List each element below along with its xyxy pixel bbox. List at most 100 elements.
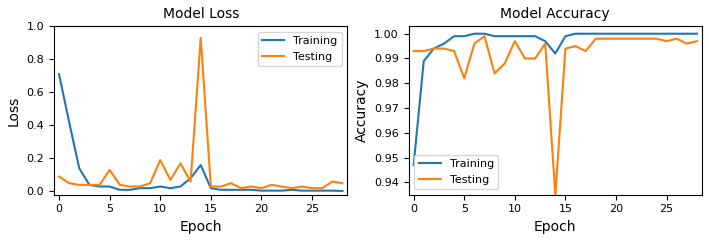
- Training: [409, 164, 418, 167]
- Training: [491, 35, 499, 38]
- Training: [156, 185, 164, 188]
- Testing: [440, 47, 448, 50]
- Training: [501, 35, 509, 38]
- Testing: [571, 45, 580, 47]
- Training: [177, 185, 185, 188]
- Training: [116, 188, 124, 191]
- Training: [166, 187, 174, 190]
- Testing: [491, 72, 499, 75]
- Testing: [562, 47, 570, 50]
- Training: [470, 32, 479, 35]
- X-axis label: Epoch: Epoch: [534, 220, 576, 234]
- Testing: [65, 182, 74, 185]
- Training: [227, 188, 235, 191]
- Training: [683, 32, 691, 35]
- Testing: [612, 37, 620, 40]
- Training: [591, 32, 600, 35]
- Training: [622, 32, 630, 35]
- Training: [632, 32, 640, 35]
- Testing: [177, 162, 185, 165]
- Training: [571, 32, 580, 35]
- Testing: [227, 182, 235, 185]
- Training: [673, 32, 681, 35]
- Testing: [662, 40, 671, 43]
- Testing: [430, 47, 438, 50]
- Testing: [591, 37, 600, 40]
- Training: [531, 35, 540, 38]
- Training: [430, 47, 438, 50]
- Testing: [551, 193, 559, 196]
- Title: Model Accuracy: Model Accuracy: [501, 7, 610, 21]
- Testing: [460, 77, 469, 80]
- Training: [652, 32, 661, 35]
- Testing: [420, 50, 428, 53]
- Training: [581, 32, 590, 35]
- Testing: [257, 187, 266, 190]
- Testing: [277, 185, 286, 188]
- Testing: [480, 35, 489, 38]
- Testing: [693, 40, 701, 43]
- Training: [95, 185, 104, 188]
- Training: [186, 177, 195, 180]
- X-axis label: Epoch: Epoch: [179, 220, 222, 234]
- Training: [206, 187, 215, 190]
- Testing: [75, 183, 84, 186]
- Testing: [632, 37, 640, 40]
- Testing: [247, 185, 255, 188]
- Training: [267, 189, 276, 192]
- Testing: [318, 187, 326, 190]
- Y-axis label: Loss: Loss: [7, 95, 21, 126]
- Line: Training: Training: [59, 74, 342, 191]
- Testing: [135, 185, 144, 188]
- Testing: [146, 182, 155, 185]
- Title: Model Loss: Model Loss: [162, 7, 239, 21]
- Training: [450, 35, 458, 38]
- Training: [196, 164, 205, 167]
- Testing: [642, 37, 651, 40]
- Training: [510, 35, 519, 38]
- Y-axis label: Accuracy: Accuracy: [354, 79, 369, 142]
- Testing: [55, 175, 63, 178]
- Training: [520, 35, 529, 38]
- Training: [257, 189, 266, 192]
- Training: [328, 189, 337, 192]
- Training: [541, 40, 549, 43]
- Testing: [470, 42, 479, 45]
- Testing: [541, 42, 549, 45]
- Training: [642, 32, 651, 35]
- Testing: [531, 57, 540, 60]
- Training: [338, 189, 347, 192]
- Testing: [501, 62, 509, 65]
- Training: [693, 32, 701, 35]
- Testing: [622, 37, 630, 40]
- Training: [308, 189, 316, 192]
- Training: [602, 32, 610, 35]
- Line: Testing: Testing: [413, 36, 697, 195]
- Testing: [409, 50, 418, 53]
- Training: [277, 189, 286, 192]
- Testing: [602, 37, 610, 40]
- Training: [460, 35, 469, 38]
- Testing: [196, 36, 205, 39]
- Testing: [95, 183, 104, 186]
- Testing: [106, 168, 114, 171]
- Testing: [217, 185, 225, 188]
- Training: [551, 52, 559, 55]
- Training: [318, 189, 326, 192]
- Training: [55, 73, 63, 76]
- Testing: [125, 185, 134, 188]
- Testing: [673, 37, 681, 40]
- Training: [85, 183, 94, 186]
- Training: [480, 32, 489, 35]
- Training: [65, 121, 74, 124]
- Training: [440, 42, 448, 45]
- Training: [237, 188, 245, 191]
- Testing: [683, 42, 691, 45]
- Testing: [237, 187, 245, 190]
- Testing: [206, 185, 215, 188]
- Training: [146, 187, 155, 190]
- Testing: [267, 183, 276, 186]
- Testing: [520, 57, 529, 60]
- Line: Training: Training: [413, 34, 697, 165]
- Training: [217, 188, 225, 191]
